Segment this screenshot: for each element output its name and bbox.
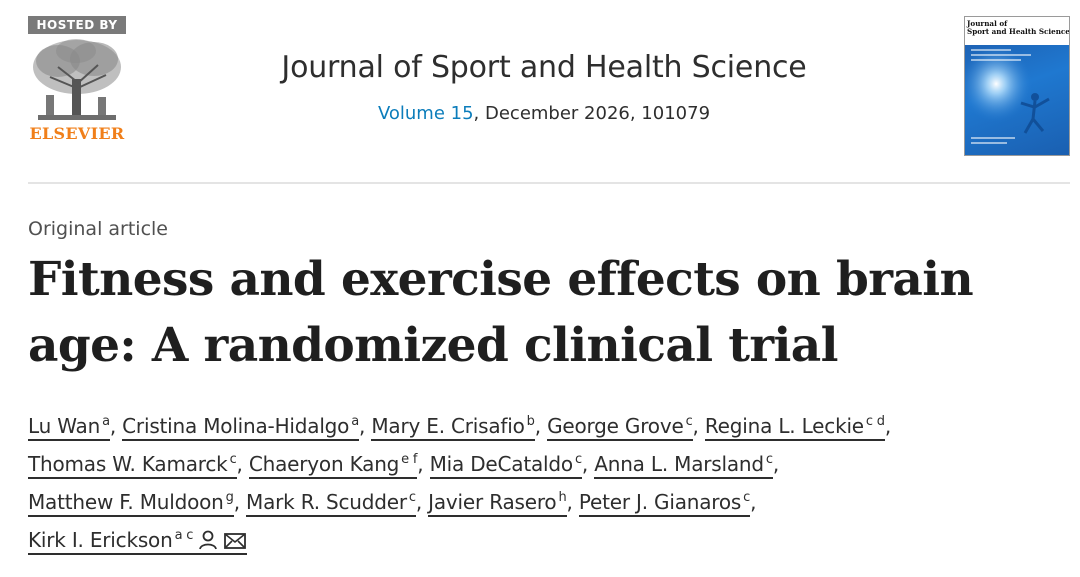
- cover-masthead: Journal of Sport and Health Science: [965, 17, 1069, 45]
- author-link[interactable]: Kirk I. Erickson a c: [28, 528, 248, 555]
- author-name: Cristina Molina-Hidalgo: [122, 414, 350, 438]
- author-link[interactable]: Mia DeCataldo c: [429, 452, 582, 479]
- article-type: Original article: [28, 218, 168, 240]
- author-name: Lu Wan: [28, 414, 101, 438]
- elsevier-wordmark: ELSEVIER: [29, 124, 125, 143]
- author-name: Mia DeCataldo: [429, 452, 574, 476]
- author-name: Mary E. Crisafio: [371, 414, 525, 438]
- author-affiliation: c: [229, 452, 237, 467]
- author-affiliation: c: [765, 452, 773, 467]
- author-link[interactable]: Anna L. Marsland c: [594, 452, 773, 479]
- author-link[interactable]: Peter J. Gianaros c: [578, 490, 751, 517]
- author-list: Lu Wan a, Cristina Molina-Hidalgo a, Mary …: [28, 407, 1068, 563]
- author-separator: ,: [581, 452, 595, 476]
- cover-artwork: [965, 45, 1069, 155]
- author-link[interactable]: George Grove c: [547, 414, 693, 441]
- author-separator: ,: [884, 414, 892, 438]
- author-separator: ,: [750, 490, 757, 514]
- author-name: Kirk I. Erickson: [28, 528, 173, 552]
- author-link[interactable]: Mark R. Scudder c: [246, 490, 416, 517]
- author-name: Javier Rasero: [428, 490, 557, 514]
- author-separator: ,: [692, 414, 705, 438]
- author-separator: ,: [109, 414, 123, 438]
- person-icon: [197, 525, 219, 563]
- author-link[interactable]: Cristina Molina-Hidalgo a: [122, 414, 359, 441]
- author-link[interactable]: Lu Wan a: [28, 414, 110, 441]
- author-name: Thomas W. Kamarck: [28, 452, 228, 476]
- cover-figure-icon: [965, 45, 1069, 155]
- author-name: Anna L. Marsland: [594, 452, 764, 476]
- author-separator: ,: [534, 414, 548, 438]
- issue-date-article-number: , December 2026, 101079: [473, 103, 711, 124]
- author-link[interactable]: Thomas W. Kamarck c: [28, 452, 237, 479]
- cover-title-line2: Sport and Health Science: [967, 27, 1070, 36]
- author-separator: ,: [233, 490, 247, 514]
- author-link[interactable]: Mary E. Crisafio b: [371, 414, 535, 441]
- journal-cover-thumbnail[interactable]: Journal of Sport and Health Science: [964, 16, 1070, 156]
- author-affiliation: c d: [865, 414, 885, 429]
- volume-link[interactable]: Volume 15: [377, 103, 474, 124]
- author-separator: ,: [417, 452, 430, 476]
- author-link[interactable]: Regina L. Leckie c d: [704, 414, 885, 441]
- author-affiliation: h: [558, 490, 567, 505]
- author-name: Matthew F. Muldoon: [28, 490, 224, 514]
- elsevier-tree-icon: [28, 37, 126, 123]
- author-name: George Grove: [547, 414, 684, 438]
- author-affiliation: c: [408, 490, 416, 505]
- author-affiliation: a: [102, 414, 110, 429]
- author-link[interactable]: Chaeryon Kang e f: [248, 452, 418, 479]
- author-separator: ,: [415, 490, 429, 514]
- issue-info: Volume 15, December 2026, 101079: [0, 103, 1080, 124]
- author-link[interactable]: Javier Rasero h: [428, 490, 567, 517]
- author-name: Chaeryon Kang: [248, 452, 400, 476]
- journal-title[interactable]: Journal of Sport and Health Science: [281, 50, 807, 85]
- author-separator: ,: [566, 490, 579, 514]
- cover-title-line1: Journal of: [967, 19, 1008, 28]
- author-link[interactable]: Matthew F. Muldoon g: [28, 490, 234, 517]
- author-affiliation: a: [351, 414, 359, 429]
- author-separator: ,: [236, 452, 249, 476]
- envelope-icon: [223, 525, 247, 563]
- author-name: Regina L. Leckie: [704, 414, 864, 438]
- elsevier-logo[interactable]: HOSTED BY ELSEVIER: [28, 16, 126, 143]
- hosted-by-badge: HOSTED BY: [28, 16, 126, 34]
- author-affiliation: c: [685, 414, 693, 429]
- author-name: Peter J. Gianaros: [578, 490, 742, 514]
- author-affiliation: a c: [174, 528, 194, 543]
- article-title: Fitness and exercise effects on brain ag…: [28, 252, 974, 373]
- header-divider: [28, 182, 1070, 184]
- author-name: Mark R. Scudder: [246, 490, 407, 514]
- author-affiliation: g: [225, 490, 234, 505]
- author-affiliation: b: [526, 414, 535, 429]
- author-affiliation: e f: [401, 452, 418, 467]
- author-separator: ,: [772, 452, 780, 476]
- author-affiliation: c: [743, 490, 751, 505]
- author-separator: ,: [359, 414, 372, 438]
- author-affiliation: c: [574, 452, 582, 467]
